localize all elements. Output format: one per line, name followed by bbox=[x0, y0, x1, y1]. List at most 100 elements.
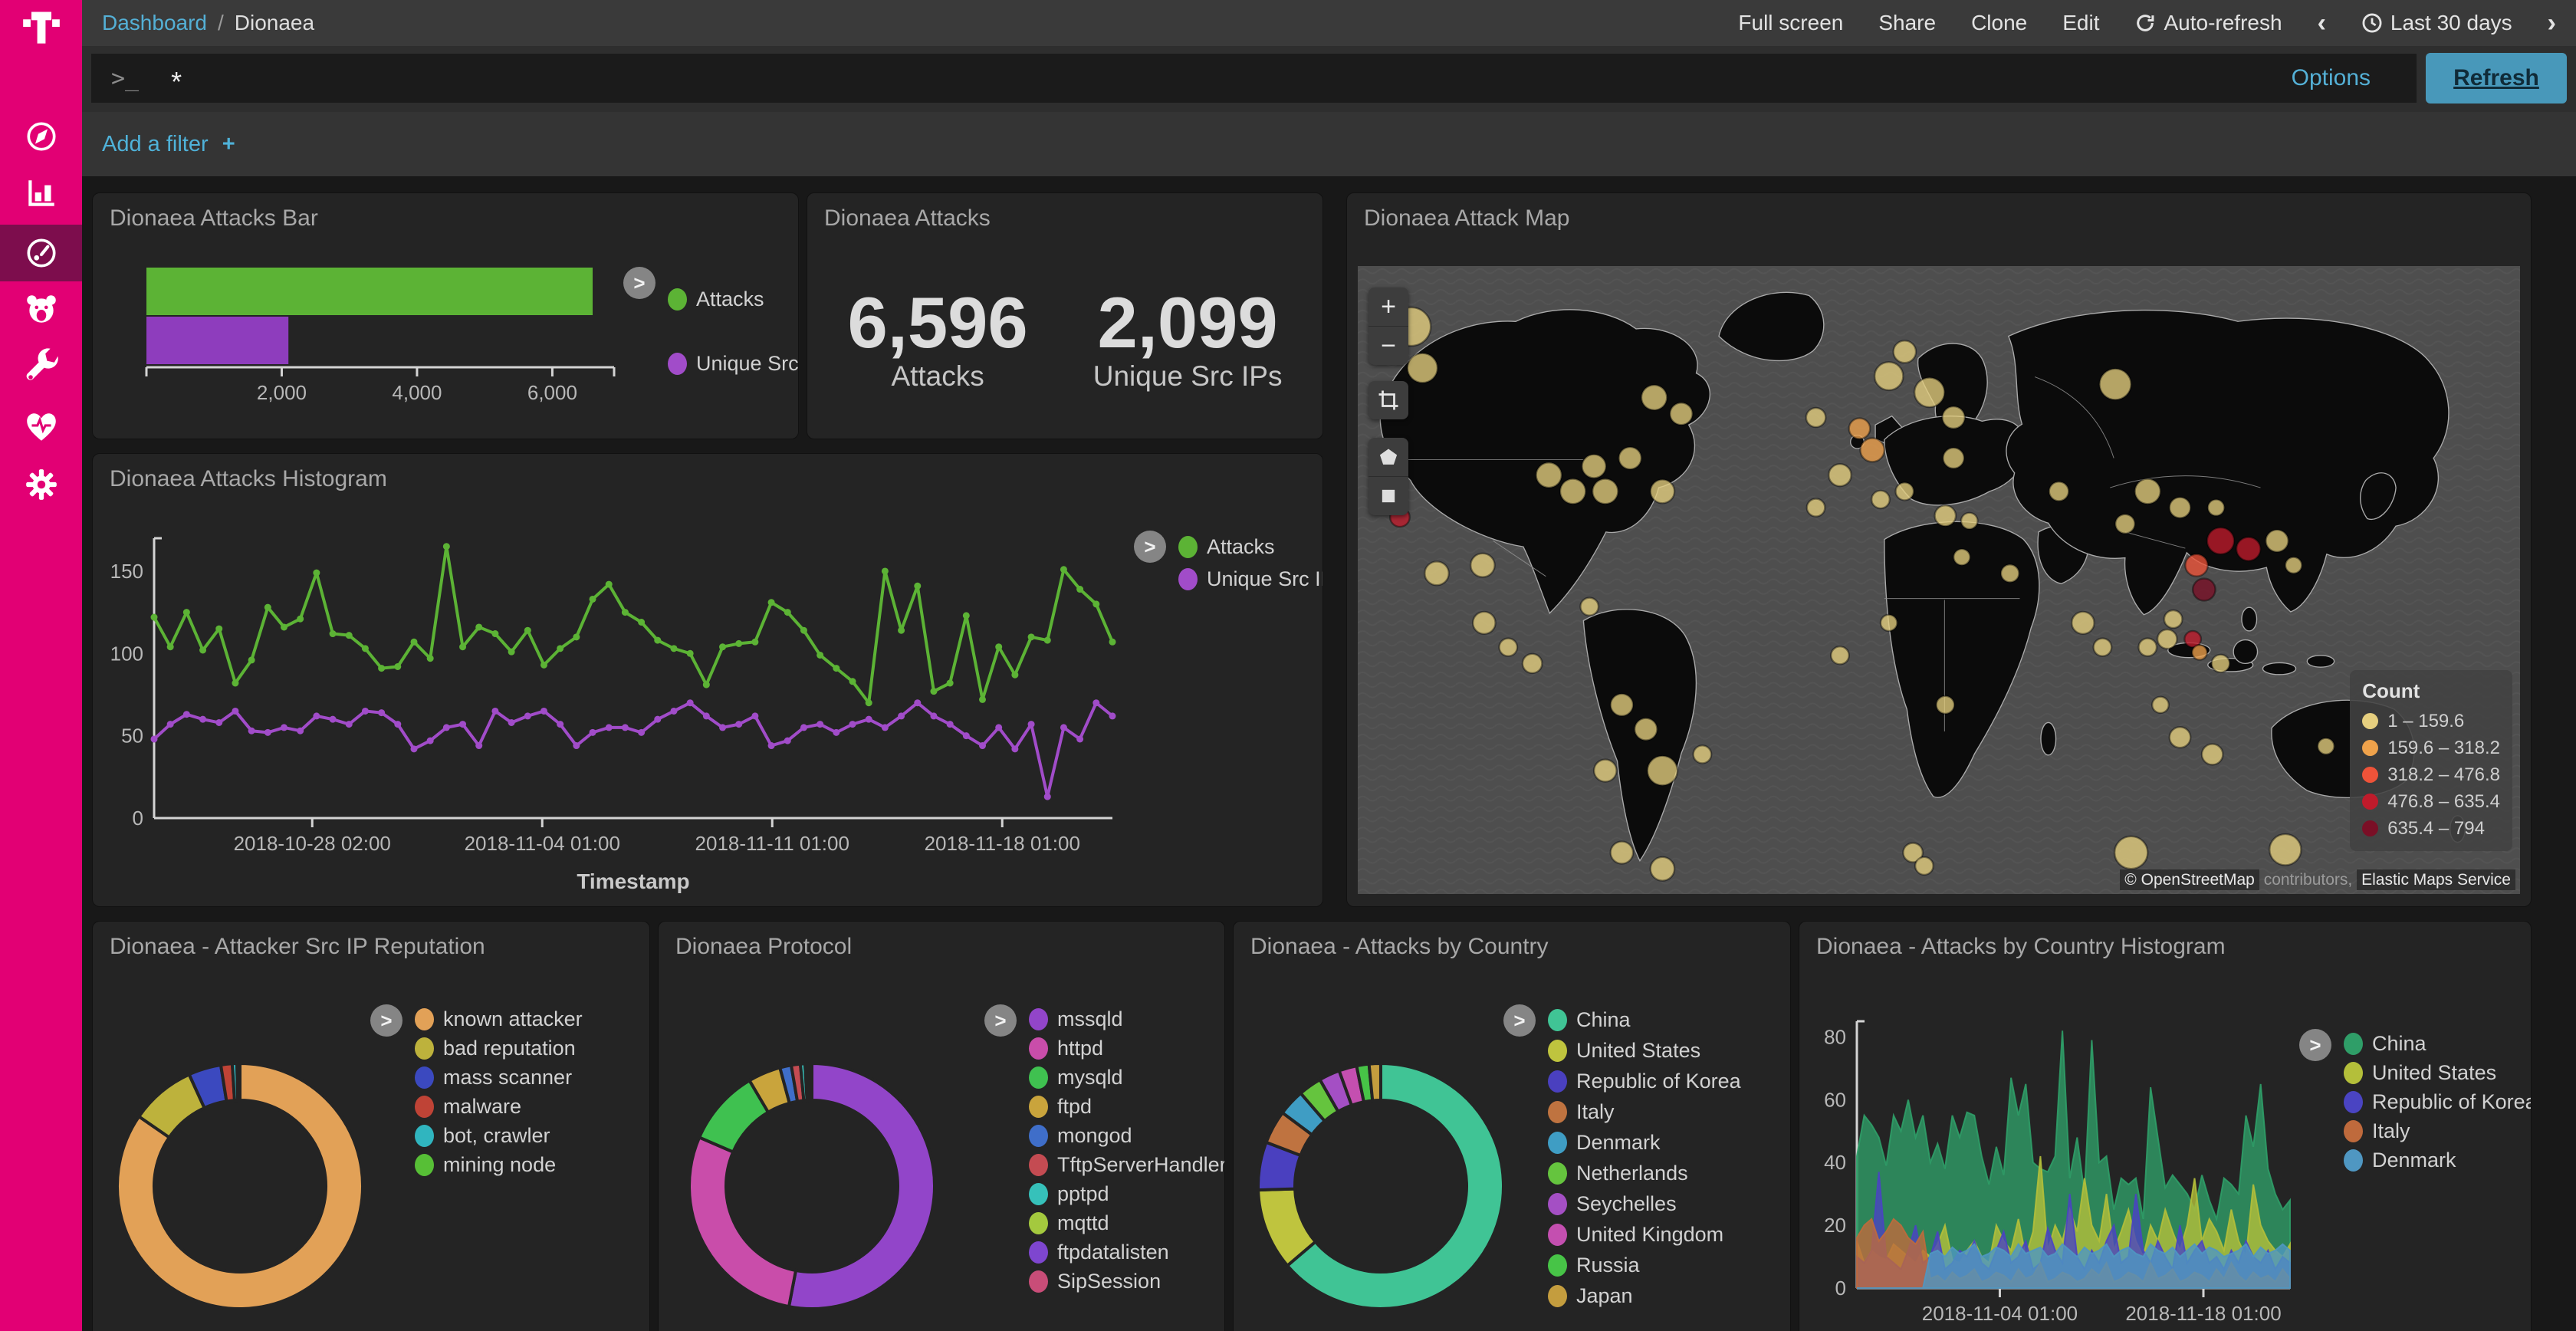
data-point[interactable] bbox=[881, 724, 889, 731]
data-point[interactable] bbox=[345, 632, 353, 639]
clone-button[interactable]: Clone bbox=[1971, 11, 2028, 35]
data-point[interactable] bbox=[833, 665, 840, 672]
attack-point[interactable] bbox=[2113, 835, 2149, 870]
data-point[interactable] bbox=[605, 724, 613, 731]
data-point[interactable] bbox=[232, 679, 239, 687]
data-point[interactable] bbox=[150, 735, 158, 743]
attack-point[interactable] bbox=[1668, 402, 1694, 426]
data-point[interactable] bbox=[751, 638, 759, 646]
legend-item[interactable]: Attacks bbox=[668, 267, 798, 331]
legend-item[interactable]: mining node bbox=[415, 1150, 583, 1179]
data-point[interactable] bbox=[719, 643, 727, 651]
data-point[interactable] bbox=[1011, 671, 1019, 679]
attack-point[interactable] bbox=[1805, 406, 1827, 429]
donut-slice-httpd[interactable] bbox=[688, 1135, 798, 1309]
data-point[interactable] bbox=[881, 567, 889, 575]
zoom-out-button[interactable]: − bbox=[1368, 326, 1408, 365]
data-point[interactable] bbox=[199, 715, 207, 723]
telekom-logo[interactable] bbox=[0, 0, 82, 54]
data-point[interactable] bbox=[719, 724, 727, 731]
data-point[interactable] bbox=[442, 724, 450, 731]
data-point[interactable] bbox=[686, 699, 694, 707]
data-point[interactable] bbox=[800, 724, 807, 731]
data-point[interactable] bbox=[166, 643, 174, 651]
data-point[interactable] bbox=[735, 639, 743, 647]
fit-bounds-icon[interactable] bbox=[1368, 381, 1408, 419]
legend-item[interactable]: Denmark bbox=[2344, 1145, 2531, 1175]
legend-item[interactable]: Netherlands bbox=[1548, 1158, 1741, 1188]
attack-point[interactable] bbox=[2098, 367, 2132, 401]
data-point[interactable] bbox=[232, 707, 239, 715]
data-point[interactable] bbox=[962, 612, 970, 619]
data-point[interactable] bbox=[654, 636, 662, 644]
data-point[interactable] bbox=[361, 645, 369, 652]
attack-point[interactable] bbox=[1592, 758, 1618, 783]
data-point[interactable] bbox=[638, 728, 646, 736]
data-point[interactable] bbox=[557, 721, 564, 728]
data-point[interactable] bbox=[670, 707, 678, 715]
refresh-button[interactable]: Refresh bbox=[2426, 53, 2567, 104]
attack-point[interactable] bbox=[1640, 383, 1668, 412]
world-map[interactable]: + − Count 1 bbox=[1358, 266, 2520, 894]
attack-point[interactable] bbox=[1609, 840, 1635, 865]
legend-item[interactable]: United States bbox=[1548, 1035, 1741, 1066]
bar-Attacks[interactable] bbox=[146, 268, 593, 315]
data-point[interactable] bbox=[1027, 721, 1035, 728]
data-point[interactable] bbox=[914, 582, 922, 590]
sidebar-item-monitoring[interactable] bbox=[0, 398, 82, 455]
data-point[interactable] bbox=[686, 649, 694, 657]
attack-point[interactable] bbox=[1521, 652, 1543, 675]
data-point[interactable] bbox=[280, 724, 288, 731]
attack-point[interactable] bbox=[1879, 613, 1898, 633]
data-point[interactable] bbox=[524, 626, 531, 634]
attack-point[interactable] bbox=[2070, 610, 2095, 636]
attack-point[interactable] bbox=[1960, 511, 1979, 531]
attack-point[interactable] bbox=[2316, 737, 2335, 756]
data-point[interactable] bbox=[297, 615, 304, 623]
data-point[interactable] bbox=[394, 662, 402, 670]
data-point[interactable] bbox=[345, 721, 353, 728]
legend-item[interactable]: Unique Src IPs bbox=[668, 331, 798, 396]
data-point[interactable] bbox=[1109, 638, 1116, 646]
legend-item[interactable]: China bbox=[1548, 1004, 1741, 1035]
legend-item[interactable]: bot, crawler bbox=[415, 1121, 583, 1150]
data-point[interactable] bbox=[394, 721, 402, 728]
data-point[interactable] bbox=[248, 727, 255, 735]
time-back-button[interactable]: ‹ bbox=[2317, 8, 2326, 38]
attack-point[interactable] bbox=[1914, 856, 1934, 876]
data-point[interactable] bbox=[1060, 724, 1067, 731]
data-point[interactable] bbox=[865, 699, 872, 707]
attack-point[interactable] bbox=[2092, 637, 2113, 657]
data-point[interactable] bbox=[1043, 793, 1051, 800]
attack-point[interactable] bbox=[2269, 833, 2302, 866]
data-point[interactable] bbox=[979, 742, 987, 750]
zoom-in-button[interactable]: + bbox=[1381, 291, 1396, 321]
data-point[interactable] bbox=[378, 665, 386, 672]
attack-point[interactable] bbox=[2235, 536, 2262, 562]
attack-point[interactable] bbox=[2206, 526, 2236, 555]
attack-point[interactable] bbox=[1646, 754, 1679, 787]
data-point[interactable] bbox=[459, 643, 467, 651]
attack-point[interactable] bbox=[1591, 478, 1619, 505]
attack-point[interactable] bbox=[2168, 726, 2192, 749]
legend-item[interactable]: mongod bbox=[1029, 1121, 1224, 1150]
donut-slice-mining node[interactable] bbox=[235, 1061, 242, 1103]
attack-point[interactable] bbox=[2163, 609, 2183, 629]
data-point[interactable] bbox=[1109, 712, 1116, 720]
data-point[interactable] bbox=[410, 745, 418, 753]
legend-item[interactable]: pptpd bbox=[1029, 1179, 1224, 1208]
attack-point[interactable] bbox=[2284, 556, 2303, 575]
data-point[interactable] bbox=[297, 727, 304, 735]
attack-point[interactable] bbox=[2200, 743, 2224, 766]
attack-point[interactable] bbox=[1579, 596, 1600, 616]
legend-item[interactable]: Japan bbox=[1548, 1280, 1741, 1311]
attack-point[interactable] bbox=[1952, 547, 1971, 567]
country-donut-chart[interactable] bbox=[1250, 1056, 1511, 1316]
attack-point[interactable] bbox=[2184, 553, 2210, 577]
attack-point[interactable] bbox=[1649, 856, 1676, 882]
data-point[interactable] bbox=[215, 625, 223, 633]
attack-point[interactable] bbox=[1934, 504, 1957, 527]
data-point[interactable] bbox=[329, 630, 337, 638]
legend-expand-icon[interactable]: > bbox=[370, 1004, 402, 1037]
data-point[interactable] bbox=[865, 715, 872, 723]
